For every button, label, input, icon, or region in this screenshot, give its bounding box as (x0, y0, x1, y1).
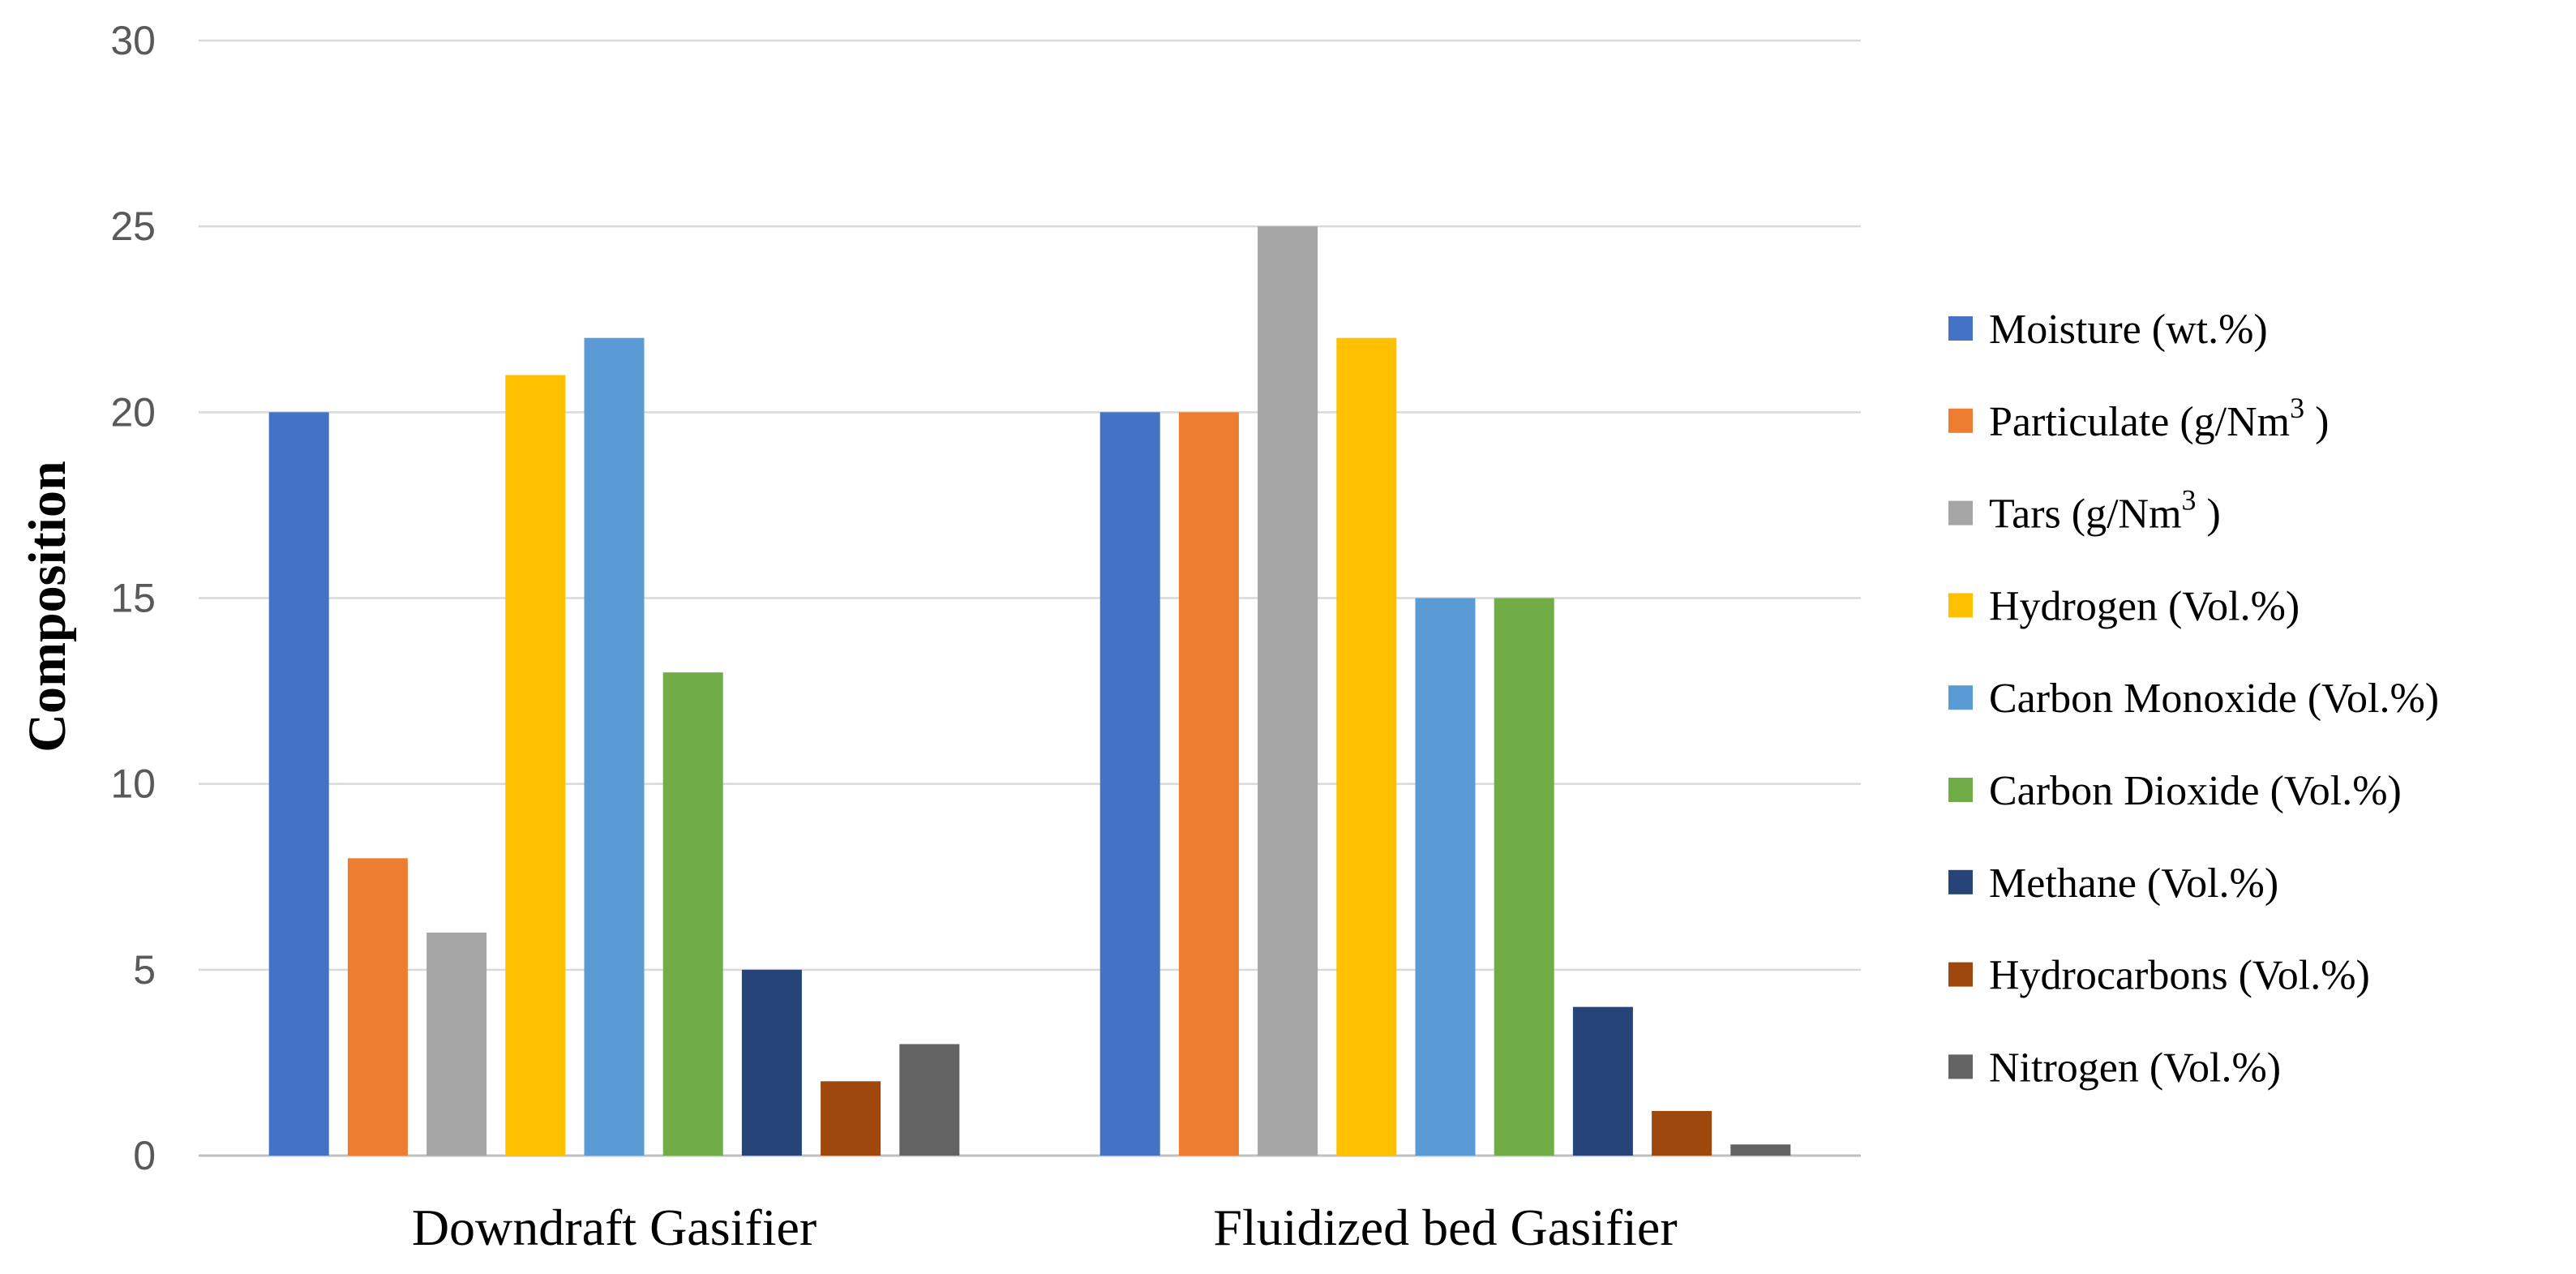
legend-entry: Tars (g/Nm3 ) (1989, 484, 2221, 538)
y-axis-label: Composition (18, 461, 77, 752)
legend-entry: Particulate (g/Nm3 ) (1989, 392, 2329, 445)
legend-entry: Hydrocarbons (Vol.%) (1989, 953, 2370, 999)
x-category-label: Downdraft Gasifier (412, 1199, 817, 1256)
legend-swatch (1948, 500, 1973, 525)
bar (1572, 1006, 1633, 1156)
y-axis-ticks: 0 5 10 15 20 25 30 (110, 18, 156, 1178)
bar (505, 375, 566, 1156)
legend-swatch (1948, 316, 1973, 341)
legend-entry: Hydrogen (Vol.%) (1989, 583, 2300, 629)
bar (899, 1044, 960, 1156)
legend-entry: Moisture (wt.%) (1989, 307, 2268, 353)
legend-swatch (1948, 685, 1973, 710)
y-tick-label: 20 (110, 389, 156, 435)
bar (1258, 226, 1318, 1156)
legend-swatch (1948, 962, 1973, 987)
x-axis-categories: Downdraft Gasifier Fluidized bed Gasifier (412, 1199, 1678, 1256)
legend-entry: Methane (Vol.%) (1989, 860, 2278, 907)
bar (741, 969, 802, 1156)
bar (268, 412, 329, 1156)
legend-swatch (1948, 1054, 1973, 1079)
bar (1336, 337, 1397, 1156)
bar (1415, 598, 1476, 1156)
y-tick-label: 25 (110, 204, 156, 249)
legend-swatch (1948, 778, 1973, 802)
bar (584, 337, 645, 1156)
legend-swatch (1948, 593, 1973, 618)
bar (821, 1081, 881, 1156)
bars (268, 226, 1791, 1156)
x-category-label: Fluidized bed Gasifier (1213, 1199, 1677, 1256)
y-tick-label: 5 (133, 947, 156, 993)
legend-entry: Carbon Dioxide (Vol.%) (1989, 768, 2402, 814)
bar (662, 672, 723, 1156)
legend-entry: Nitrogen (Vol.%) (1989, 1045, 2281, 1091)
legend: Moisture (wt.%) Particulate (g/Nm3 ) Tars … (1948, 307, 2439, 1091)
legend-swatch (1948, 408, 1973, 433)
bar (1730, 1144, 1791, 1156)
bar (1494, 598, 1554, 1156)
bar (1178, 412, 1239, 1156)
y-tick-label: 0 (133, 1133, 156, 1178)
legend-entry: Carbon Monoxide (Vol.%) (1989, 676, 2439, 722)
y-tick-label: 30 (110, 18, 156, 63)
bar (426, 933, 487, 1156)
bar (347, 858, 408, 1156)
legend-swatch (1948, 869, 1973, 894)
y-tick-label: 15 (110, 576, 156, 621)
bar (1099, 412, 1160, 1156)
y-tick-label: 10 (110, 761, 156, 807)
bar (1652, 1111, 1712, 1156)
